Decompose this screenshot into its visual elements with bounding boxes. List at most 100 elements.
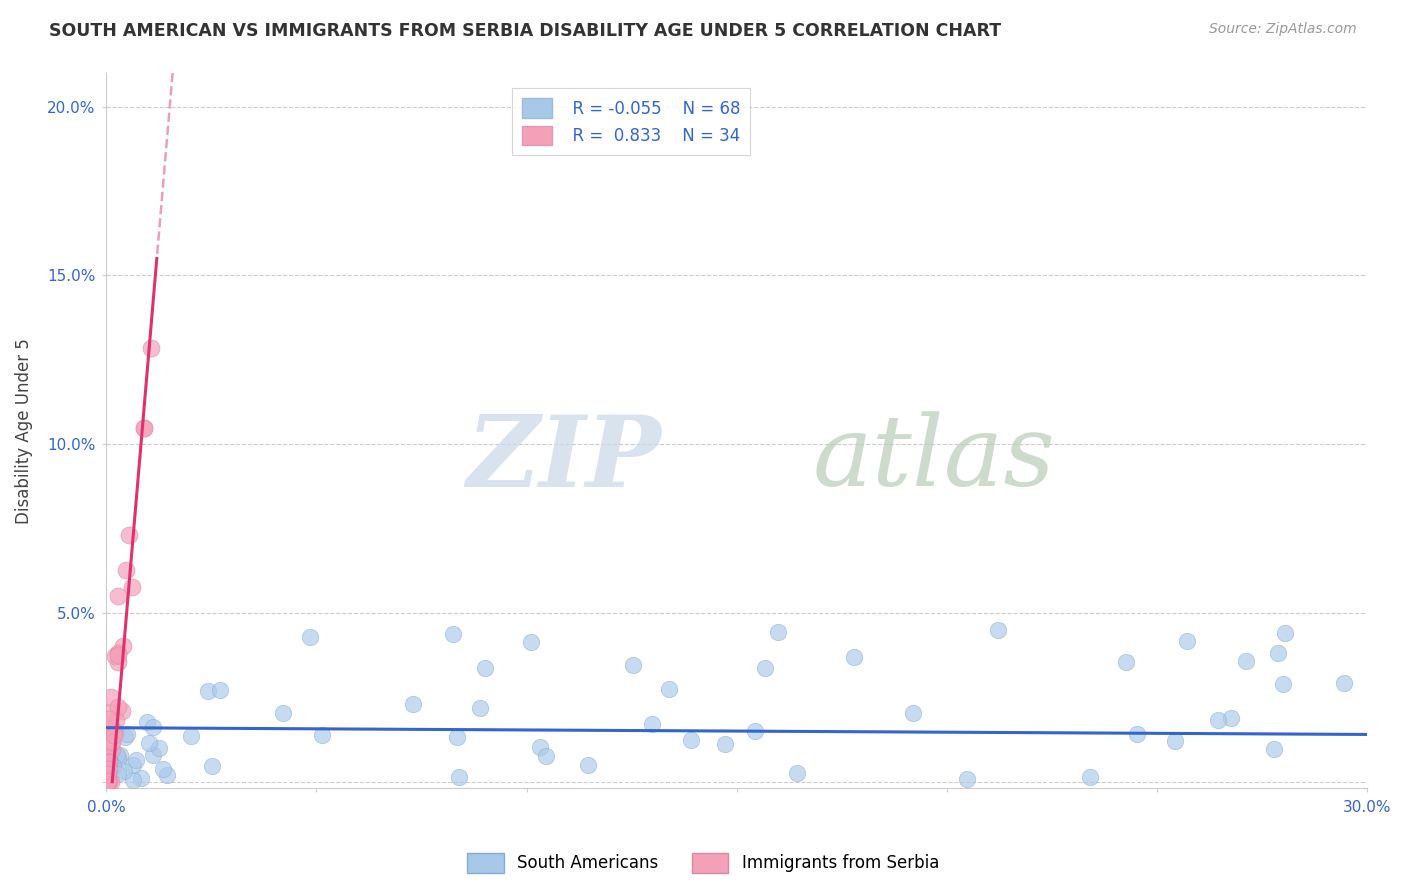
Point (103, 724, 125, 739)
Point (97, 774, 120, 789)
Point (681, 732, 703, 747)
Point (576, 758, 599, 772)
Point (97, 755, 120, 769)
Point (201, 758, 224, 772)
Point (402, 698, 425, 712)
Point (449, 770, 471, 784)
Text: SOUTH AMERICAN VS IMMIGRANTS FROM SERBIA DISABILITY AGE UNDER 5 CORRELATION CHAR: SOUTH AMERICAN VS IMMIGRANTS FROM SERBIA… (49, 22, 1001, 40)
Point (101, 759, 124, 773)
Point (1220, 711, 1243, 725)
Point (97, 773, 120, 788)
Point (97, 767, 120, 781)
Point (97, 749, 120, 764)
Point (104, 714, 127, 728)
Point (136, 715, 159, 730)
Point (125, 753, 148, 767)
Point (121, 772, 143, 787)
Point (97, 774, 120, 789)
Point (111, 705, 134, 719)
Point (520, 635, 543, 649)
Point (107, 655, 129, 669)
Point (786, 765, 808, 780)
Point (1175, 634, 1198, 648)
Point (714, 737, 737, 751)
Point (744, 724, 766, 739)
Point (107, 646, 129, 660)
Point (621, 658, 644, 673)
Point (97, 756, 120, 770)
Point (1208, 714, 1230, 728)
Point (152, 762, 174, 776)
Point (111, 639, 134, 653)
Point (112, 764, 135, 779)
Point (311, 728, 333, 742)
Point (115, 727, 138, 741)
Point (1126, 727, 1149, 741)
Point (446, 731, 468, 745)
Point (156, 768, 179, 782)
Point (97, 713, 120, 727)
Point (104, 724, 127, 739)
Point (101, 742, 124, 756)
Point (197, 683, 219, 698)
Point (842, 649, 865, 664)
Point (208, 683, 231, 698)
Point (134, 421, 156, 435)
Point (100, 690, 122, 704)
Point (121, 580, 143, 594)
Point (534, 748, 557, 763)
Point (107, 747, 129, 762)
Y-axis label: Disability Age Under 5: Disability Age Under 5 (15, 338, 32, 524)
Point (180, 729, 202, 743)
Point (107, 699, 129, 714)
Point (901, 706, 924, 720)
Point (271, 706, 294, 721)
Point (107, 589, 129, 603)
Point (443, 627, 465, 641)
Point (1267, 647, 1289, 661)
Legend: South Americans, Immigrants from Serbia: South Americans, Immigrants from Serbia (460, 847, 946, 880)
Point (138, 735, 160, 749)
Point (474, 661, 496, 675)
Point (658, 681, 681, 696)
Point (100, 774, 122, 789)
Point (114, 731, 136, 745)
Point (101, 735, 124, 749)
Point (97, 756, 120, 770)
Point (641, 716, 664, 731)
Point (298, 631, 321, 645)
Point (142, 748, 165, 763)
Legend:   R = -0.055    N = 68,   R =  0.833    N = 34: R = -0.055 N = 68, R = 0.833 N = 34 (512, 88, 751, 155)
Point (114, 563, 136, 577)
Point (107, 648, 129, 662)
Point (768, 624, 790, 639)
Text: Source: ZipAtlas.com: Source: ZipAtlas.com (1209, 22, 1357, 37)
Point (107, 767, 129, 781)
Point (1263, 742, 1285, 756)
Point (97, 774, 120, 789)
Point (108, 747, 131, 762)
Point (98, 706, 121, 720)
Point (104, 649, 127, 664)
Point (98, 739, 121, 753)
Point (97, 762, 120, 776)
Point (103, 728, 125, 742)
Point (148, 741, 170, 756)
Point (129, 771, 152, 785)
Point (97, 755, 120, 769)
Point (1271, 677, 1294, 691)
Point (100, 720, 122, 734)
Point (987, 623, 1010, 637)
Point (529, 740, 551, 755)
Point (956, 772, 979, 787)
Point (107, 751, 129, 765)
Point (100, 753, 122, 767)
Point (122, 758, 145, 772)
Point (1078, 770, 1101, 784)
Text: ZIP: ZIP (465, 411, 661, 508)
Point (1164, 734, 1187, 748)
Point (132, 421, 155, 435)
Text: atlas: atlas (813, 412, 1054, 507)
Point (1274, 625, 1296, 640)
Point (139, 341, 162, 355)
